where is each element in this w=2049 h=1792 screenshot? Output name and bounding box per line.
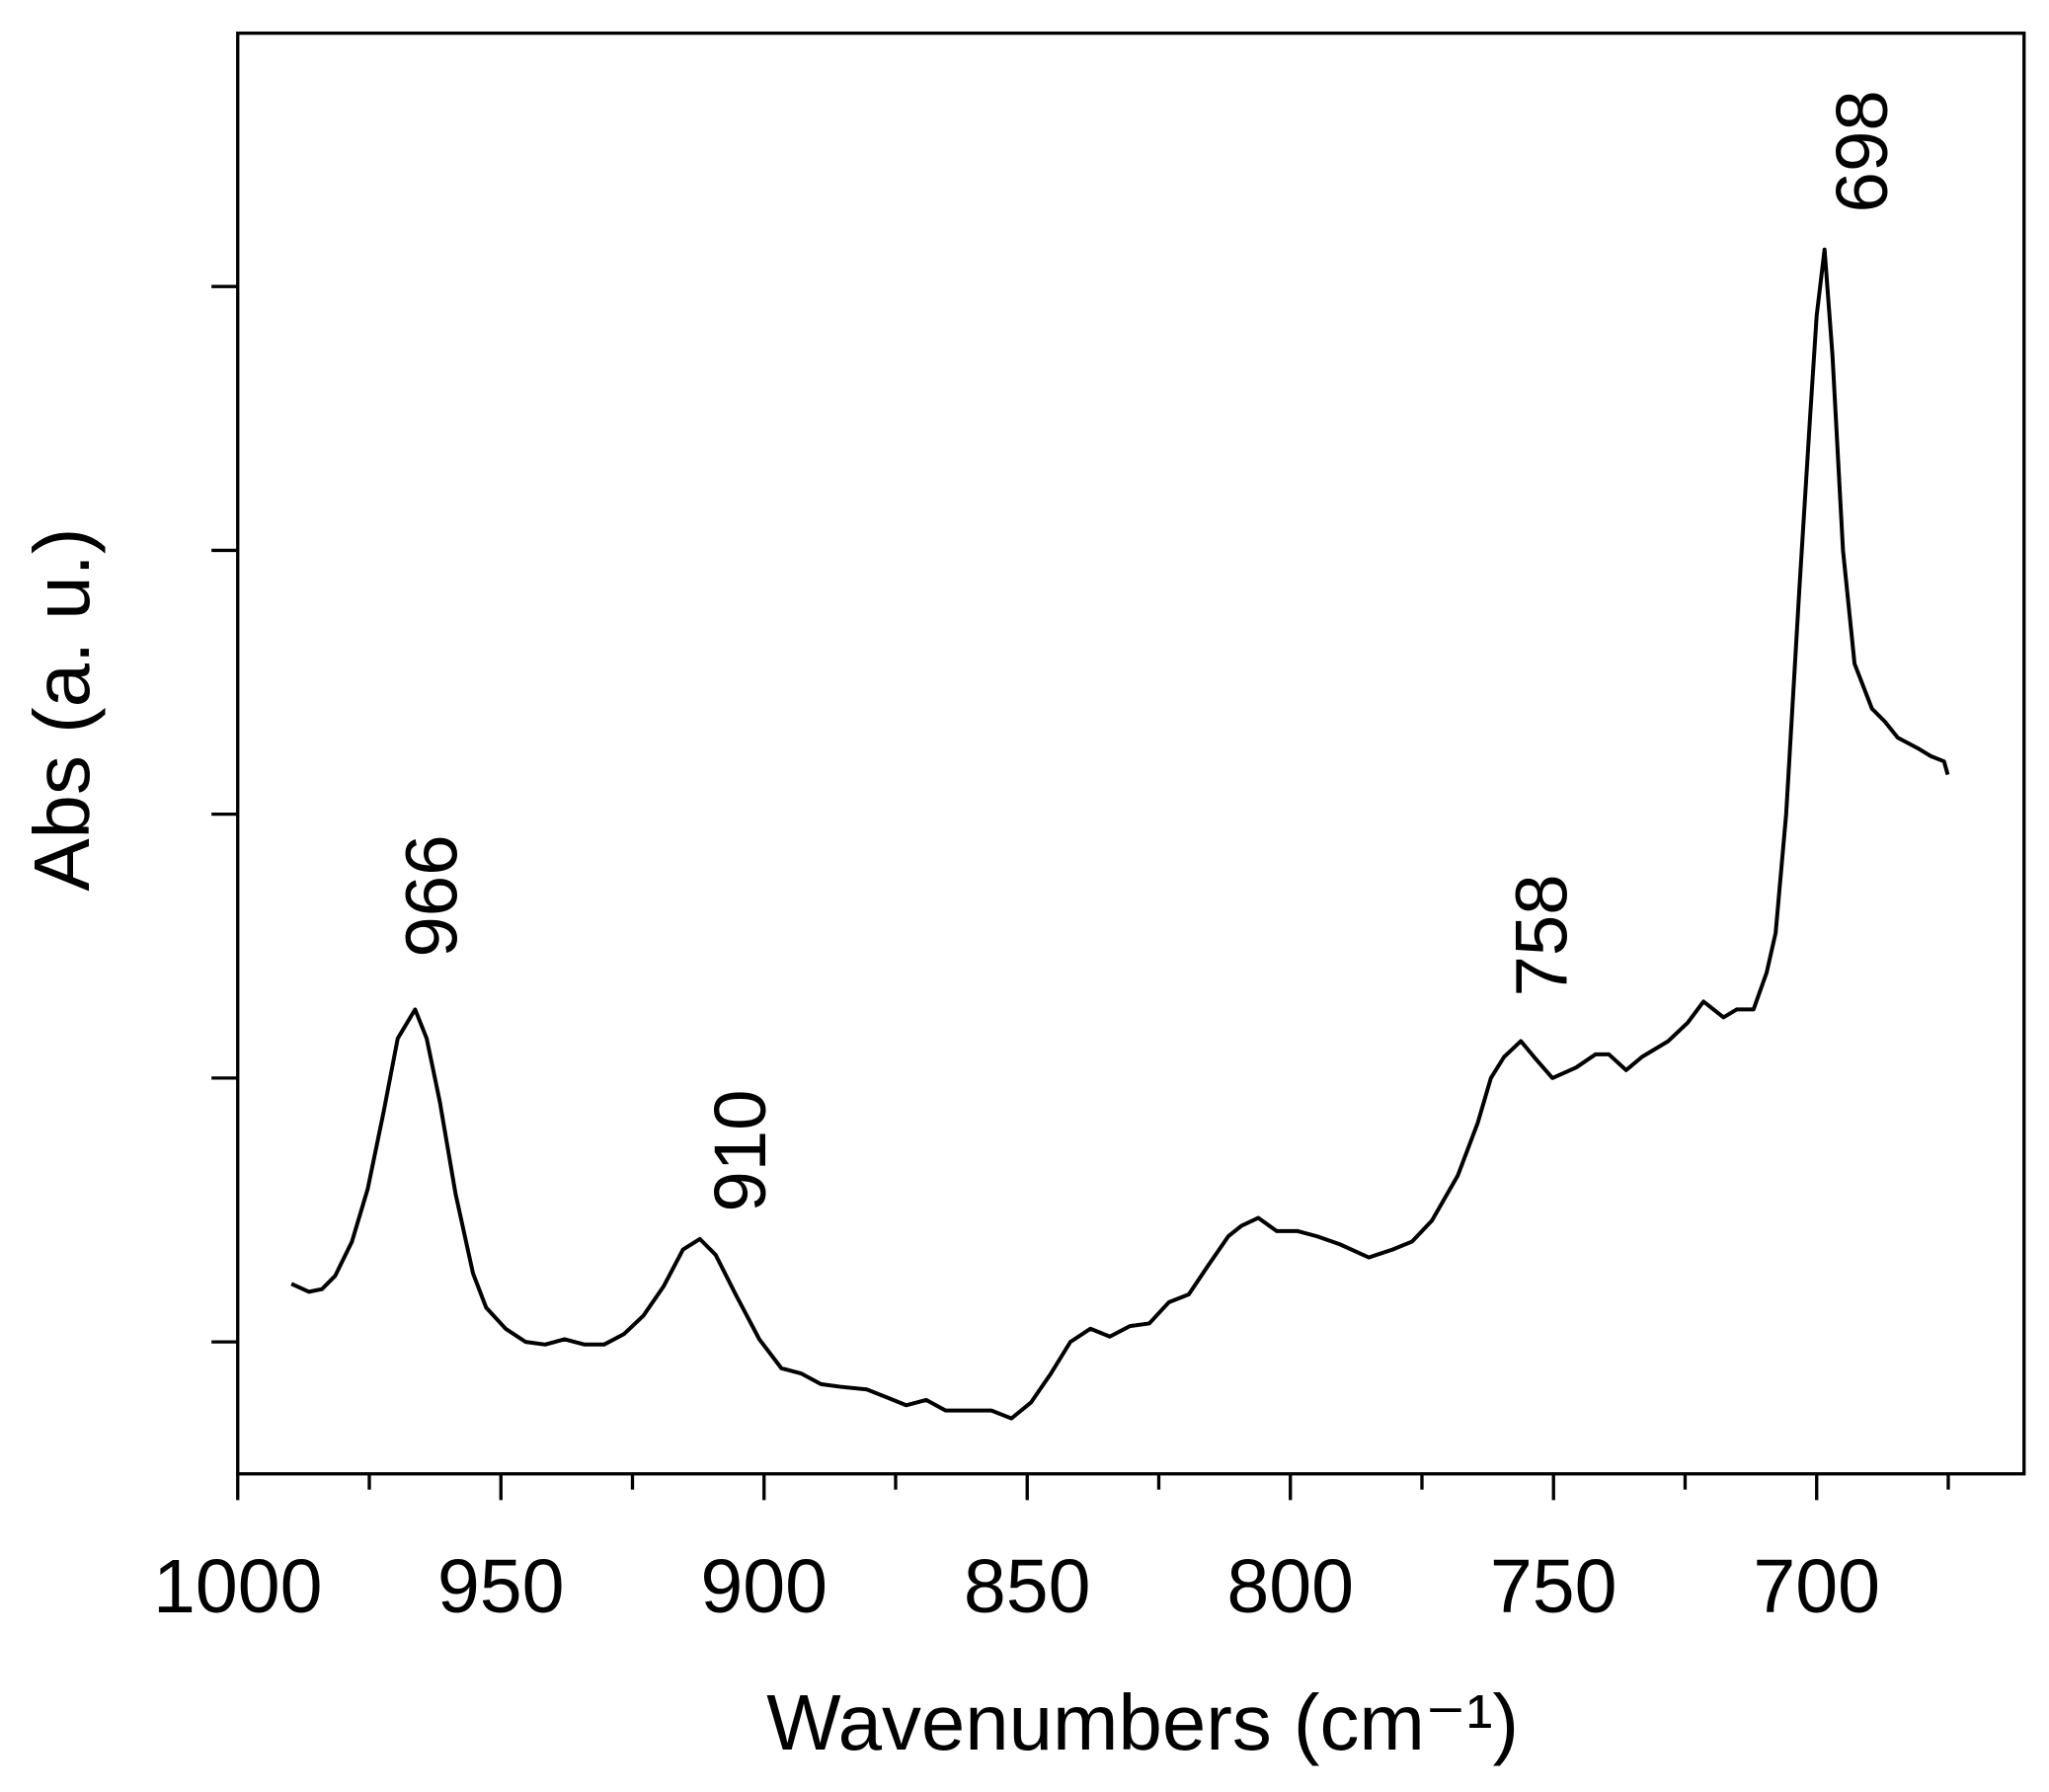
peak-annotation: 966 [391,834,473,957]
x-tick-label: 1000 [153,1544,323,1629]
x-tick-label: 900 [700,1544,827,1629]
y-axis-label: Abs (a. u.) [18,528,106,892]
spectrum-line [290,247,1950,1421]
peak-annotation: 698 [1821,90,1903,212]
x-tick-label: 800 [1226,1544,1354,1629]
peak-annotation: 758 [1501,874,1583,996]
x-tick-label: 950 [437,1544,565,1629]
peak-annotation: 910 [699,1089,781,1211]
x-axis-label: Wavenumbers (cm⁻¹) [766,1678,1519,1766]
x-tick-label: 750 [1490,1544,1617,1629]
plot-frame [236,31,2026,1476]
x-tick-label: 850 [964,1544,1091,1629]
x-tick-label: 700 [1753,1544,1880,1629]
